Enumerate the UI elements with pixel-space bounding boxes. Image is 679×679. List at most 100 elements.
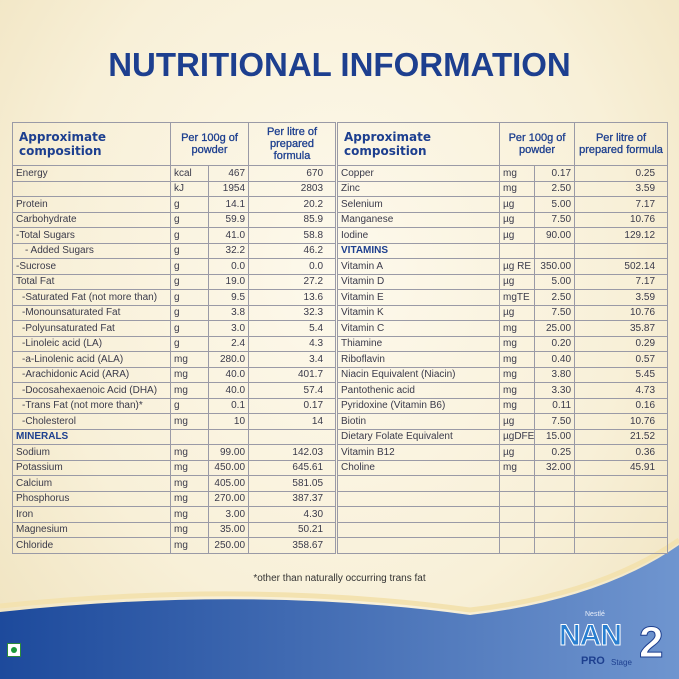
per-litre-value: 3.59 [574,289,669,306]
unit: µg [499,413,535,430]
per-litre-value: 5.4 [248,320,337,337]
per-100g-value: 0.1 [207,397,250,414]
unit: mg [170,506,209,523]
nutrient-name: Protein [12,196,171,213]
nutrient-name: -Sucrose [12,258,171,275]
per-litre-value: 0.36 [574,444,669,461]
unit: mg [170,521,209,538]
table-row [337,490,669,507]
unit: mg [170,537,209,554]
unit: g [170,320,209,337]
per-litre-value: 57.4 [248,382,337,399]
nutrient-name: Carbohydrate [12,211,171,228]
table-row: Niacin Equivalent (Niacin) mg 3.80 5.45 [337,366,669,383]
per-litre-value: 387.37 [248,490,337,507]
unit: µgDFE [499,428,535,445]
table-row: Phosphorus mg 270.00 387.37 [12,490,337,507]
unit: g [170,227,209,244]
per-100g-value: 7.50 [533,413,576,430]
unit [499,490,535,507]
nutrient-name [337,506,500,523]
per-litre-value: 0.17 [248,397,337,414]
unit: g [170,258,209,275]
table-row: Iron mg 3.00 4.30 [12,506,337,523]
nutrient-name: Biotin [337,413,500,430]
table-row: Calcium mg 405.00 581.05 [12,475,337,492]
nutrient-name: Vitamin A [337,258,500,275]
per-100g-value: 99.00 [207,444,250,461]
table-row: Thiamine mg 0.20 0.29 [337,335,669,352]
table-row: Copper mg 0.17 0.25 [337,165,669,182]
product-sub: PRO [581,655,605,667]
per-litre-value: 20.2 [248,196,337,213]
unit: g [170,242,209,259]
table-row: -Monounsaturated Fat g 3.8 32.3 [12,304,337,321]
per-100g-value [533,242,576,259]
nutrient-name: -Total Sugars [12,227,171,244]
per-litre-value: 645.61 [248,459,337,476]
page-title: NUTRITIONAL INFORMATION [108,46,571,83]
per-100g-value: 3.80 [533,366,576,383]
per-litre-value: 670 [248,165,337,182]
table-row: Protein g 14.1 20.2 [12,196,337,213]
nutrient-name: Chloride [12,537,171,554]
vegetarian-mark-icon [7,643,21,657]
unit: g [170,304,209,321]
table-row: -a-Linolenic acid (ALA) mg 280.0 3.4 [12,351,337,368]
per-100g-value: 15.00 [533,428,576,445]
per-100g-value [533,537,576,554]
table-row: Choline mg 32.00 45.91 [337,459,669,476]
per-100g-value: 405.00 [207,475,250,492]
nutrient-name: -Cholesterol [12,413,171,430]
per-litre-value: 4.73 [574,382,669,399]
unit: g [170,335,209,352]
per-litre-value: 581.05 [248,475,337,492]
nutrient-name: Thiamine [337,335,500,352]
unit: g [170,273,209,290]
per-100g-value: 40.0 [207,366,250,383]
table-row: Chloride mg 250.00 358.67 [12,537,337,554]
per-litre-value: 3.59 [574,180,669,197]
nutrient-name: Manganese [337,211,500,228]
nutrient-name: VITAMINS [337,242,500,259]
unit: mg [170,351,209,368]
per-100g-value: 250.00 [207,537,250,554]
table-row: kJ 1954 2803 [12,180,337,197]
per-litre-value: 13.6 [248,289,337,306]
product-name: NAN [559,619,623,653]
per-100g-value: 59.9 [207,211,250,228]
unit: mg [499,397,535,414]
per-100g-value [533,506,576,523]
per-litre-value: 14 [248,413,337,430]
table-row: VITAMINS [337,242,669,259]
unit [499,537,535,554]
table-row: - Added Sugars g 32.2 46.2 [12,242,337,259]
nutrient-name [337,475,500,492]
header-per-litre: Per litre of prepared formula [248,122,337,166]
unit: mg [170,490,209,507]
unit: kJ [170,180,209,197]
unit: g [170,397,209,414]
nutrient-name [337,521,500,538]
nutrient-name: Copper [337,165,500,182]
table-row: -Docosahexaenoic Acid (DHA) mg 40.0 57.4 [12,382,337,399]
unit: mg [170,366,209,383]
per-litre-value [574,242,669,259]
per-litre-value [574,537,669,554]
table-row: -Polyunsaturated Fat g 3.0 5.4 [12,320,337,337]
per-100g-value: 467 [207,165,250,182]
nutrient-name: Niacin Equivalent (Niacin) [337,366,500,383]
per-100g-value: 9.5 [207,289,250,306]
per-100g-value: 3.00 [207,506,250,523]
per-litre-value: 0.25 [574,165,669,182]
nutrient-name [337,537,500,554]
unit: mg [499,351,535,368]
per-100g-value: 7.50 [533,211,576,228]
per-100g-value: 2.4 [207,335,250,352]
per-litre-value: 32.3 [248,304,337,321]
nutrient-name: -Docosahexaenoic Acid (DHA) [12,382,171,399]
table-row: Riboflavin mg 0.40 0.57 [337,351,669,368]
per-100g-value: 5.00 [533,196,576,213]
